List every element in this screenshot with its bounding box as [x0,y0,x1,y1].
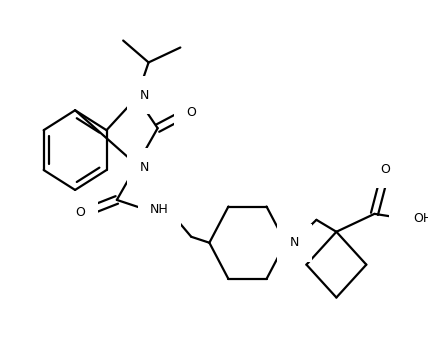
Text: N: N [140,89,149,102]
Text: N: N [140,161,149,174]
Text: O: O [76,206,86,219]
Text: NH: NH [150,203,169,216]
Text: O: O [186,106,196,119]
Text: O: O [380,163,390,176]
Text: OH: OH [413,212,428,225]
Text: N: N [290,236,299,249]
